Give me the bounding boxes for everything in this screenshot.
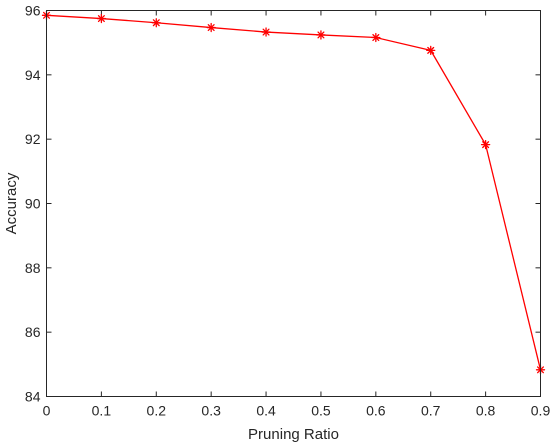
series-line [46, 14, 542, 370]
x-axis-title: Pruning Ratio [248, 426, 339, 443]
x-tick-label: 0.2 [147, 403, 167, 419]
data-point-marker [151, 18, 161, 28]
data-point-marker [316, 30, 326, 40]
x-tick-label: 0.9 [531, 403, 550, 419]
y-tick-label: 86 [25, 324, 41, 340]
x-tick-label: 0.1 [92, 403, 112, 419]
plot-frame [46, 10, 541, 397]
data-point-marker [426, 45, 436, 56]
x-tick-label: 0 [43, 403, 51, 419]
x-tick-label: 0.4 [256, 403, 276, 419]
data-layer [41, 10, 546, 375]
y-tick-label: 94 [25, 67, 41, 83]
y-axis-title: Accuracy [3, 172, 20, 234]
data-point-marker [261, 27, 271, 37]
ticks-layer: 0 0.1 0.2 0.3 0.4 0.5 0.6 0.7 0.8 0.9 84 86 88 90 92 94… [25, 3, 550, 419]
x-tick-label: 0.7 [421, 403, 441, 419]
x-tick-label: 0.5 [311, 403, 331, 419]
y-tick-label: 88 [25, 260, 41, 276]
data-point-marker [480, 139, 491, 150]
y-tick-label: 96 [25, 3, 41, 19]
x-tick-label: 0.6 [366, 403, 386, 419]
data-point-marker [206, 22, 216, 33]
data-point-marker [371, 32, 381, 43]
x-tick-label: 0.3 [201, 403, 221, 419]
data-point-marker [96, 13, 107, 24]
y-tick-label: 92 [25, 131, 41, 147]
x-tick-label: 0.8 [476, 403, 496, 419]
y-tick-label: 84 [25, 389, 41, 405]
y-tick-label: 90 [25, 196, 41, 212]
